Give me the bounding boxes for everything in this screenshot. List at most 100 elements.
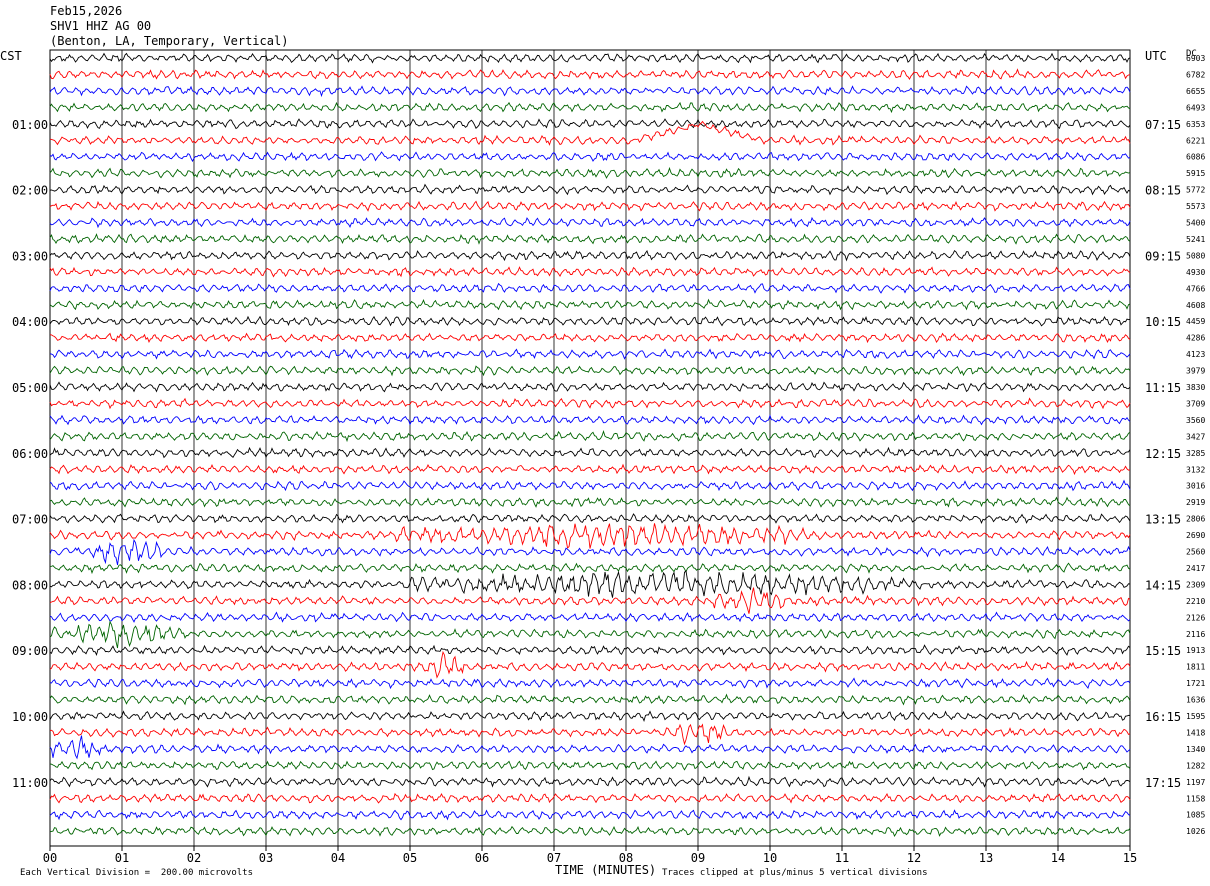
seismic-trace — [49, 620, 1131, 649]
dc-offset-value: 5915 — [1186, 169, 1205, 178]
dc-offset-value: 2560 — [1186, 548, 1205, 557]
dc-offset-value: 3979 — [1186, 367, 1205, 376]
dc-offset-value: 6086 — [1186, 153, 1205, 162]
left-time-label: 01:00 — [12, 118, 48, 132]
dc-offset-value: 1340 — [1186, 745, 1205, 754]
seismic-trace — [49, 644, 1131, 656]
left-time-label: 07:00 — [12, 513, 48, 527]
x-tick-label: 02 — [187, 851, 201, 865]
seismic-trace — [49, 809, 1131, 821]
left-time-label: 03:00 — [12, 249, 48, 263]
seismic-trace — [49, 68, 1131, 81]
seismic-trace — [49, 52, 1131, 64]
right-time-label: 08:15 — [1145, 184, 1181, 198]
dc-offset-value: 2806 — [1186, 515, 1205, 524]
seismic-trace — [49, 85, 1131, 98]
dc-offset-value: 6782 — [1186, 70, 1205, 79]
dc-offset-value: 6655 — [1186, 87, 1205, 96]
seismic-trace — [49, 183, 1131, 196]
dc-offset-value: 1811 — [1186, 663, 1205, 672]
right-time-label: 14:15 — [1145, 578, 1181, 592]
right-time-label: 16:15 — [1145, 710, 1181, 724]
left-time-label: 10:00 — [12, 710, 48, 724]
seismic-trace — [49, 650, 1131, 679]
dc-offset-value: 1595 — [1186, 712, 1205, 721]
station-location: (Benton, LA, Temporary, Vertical) — [50, 34, 289, 48]
seismic-trace — [49, 825, 1131, 837]
seismic-trace — [49, 348, 1131, 360]
dc-offset-value: 2690 — [1186, 531, 1205, 540]
dc-offset-value: 6493 — [1186, 103, 1205, 112]
dc-offset-value: 3132 — [1186, 465, 1205, 474]
seismic-trace — [49, 249, 1131, 262]
station-date: Feb15,2026 — [50, 4, 123, 18]
seismic-trace — [49, 677, 1131, 690]
seismic-trace — [49, 562, 1131, 575]
seismic-trace — [49, 151, 1131, 163]
seismic-trace — [49, 496, 1131, 508]
x-tick-label: 05 — [403, 851, 417, 865]
dc-offset-value: 2417 — [1186, 564, 1205, 573]
x-tick-label: 00 — [43, 851, 57, 865]
seismic-trace — [49, 463, 1131, 476]
seismic-trace — [49, 792, 1131, 804]
x-tick-label: 01 — [115, 851, 129, 865]
seismic-trace — [49, 611, 1131, 623]
seismic-trace — [49, 538, 1131, 565]
dc-offset-value: 4766 — [1186, 284, 1205, 293]
seismic-trace — [49, 315, 1131, 327]
seismic-trace — [49, 760, 1131, 771]
seismic-trace — [49, 166, 1131, 179]
seismic-trace — [49, 101, 1131, 114]
dc-offset-value: 1026 — [1186, 827, 1205, 836]
left-time-label: 09:00 — [12, 644, 48, 658]
left-time-label: 06:00 — [12, 447, 48, 461]
left-time-label: 11:00 — [12, 776, 48, 790]
clip-note: Traces clipped at plus/minus 5 vertical … — [662, 868, 928, 878]
left-timezone-label: CST — [0, 49, 22, 63]
right-time-label: 11:15 — [1145, 381, 1181, 395]
dc-offset-value: 1282 — [1186, 761, 1205, 770]
dc-offset-value: 3560 — [1186, 416, 1205, 425]
x-tick-label: 09 — [691, 851, 705, 865]
seismic-trace — [49, 414, 1131, 426]
seismic-trace — [49, 120, 1131, 146]
dc-offset-value: 6903 — [1186, 54, 1205, 63]
x-tick-label: 12 — [907, 851, 921, 865]
dc-offset-value: 2116 — [1186, 630, 1205, 639]
seismic-trace — [49, 118, 1131, 130]
right-time-label: 13:15 — [1145, 513, 1181, 527]
right-time-label: 09:15 — [1145, 249, 1181, 263]
dc-offset-value: 2126 — [1186, 613, 1205, 622]
dc-offset-value: 1913 — [1186, 646, 1205, 655]
x-tick-label: 08 — [619, 851, 633, 865]
x-tick-label: 03 — [259, 851, 273, 865]
seismic-trace — [49, 381, 1131, 393]
left-time-label: 02:00 — [12, 184, 48, 198]
dc-offset-value: 2309 — [1186, 580, 1205, 589]
right-timezone-label: UTC — [1145, 49, 1167, 63]
dc-offset-value: 3709 — [1186, 399, 1205, 408]
seismic-trace — [49, 693, 1131, 706]
x-tick-label: 15 — [1123, 851, 1137, 865]
dc-offset-value: 5241 — [1186, 235, 1205, 244]
seismic-trace — [49, 723, 1131, 746]
seismic-trace — [49, 775, 1131, 788]
station-code: SHV1 HHZ AG 00 — [50, 19, 152, 33]
dc-offset-value: 5080 — [1186, 251, 1205, 260]
dc-offset-value: 5772 — [1186, 186, 1205, 195]
right-time-label: 15:15 — [1145, 644, 1181, 658]
x-tick-label: 11 — [835, 851, 849, 865]
seismic-trace — [49, 216, 1131, 229]
right-time-label: 12:15 — [1145, 447, 1181, 461]
dc-offset-value: 6353 — [1186, 120, 1205, 129]
seismic-trace — [49, 365, 1131, 377]
seismic-trace — [49, 233, 1131, 245]
dc-offset-value: 1721 — [1186, 679, 1205, 688]
seismic-trace — [49, 332, 1131, 344]
x-axis-title: TIME (MINUTES) — [555, 863, 657, 877]
seismic-trace — [49, 735, 1131, 760]
right-time-label: 07:15 — [1145, 118, 1181, 132]
seismic-trace — [49, 587, 1131, 614]
